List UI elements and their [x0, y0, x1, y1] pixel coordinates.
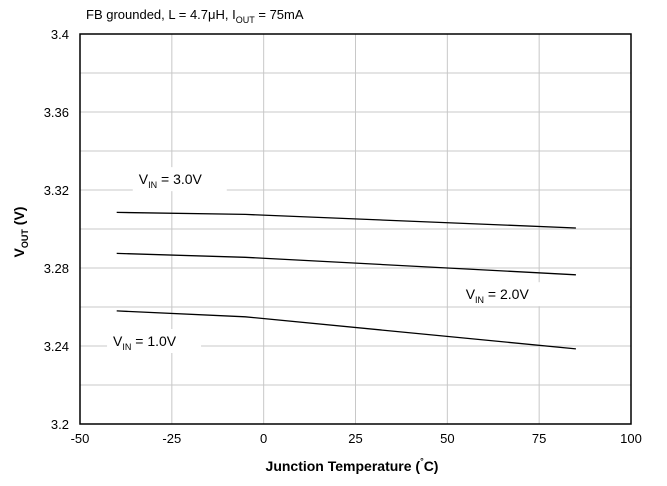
condition-note: FB grounded, L = 4.7μH, IOUT = 75mA — [86, 7, 304, 25]
series-line-3 — [116, 310, 576, 350]
x-tick-label: -25 — [162, 431, 181, 446]
y-tick-label: 3.28 — [44, 261, 69, 276]
x-tick-labels: -50 -25 0 25 50 75 100 — [71, 431, 642, 446]
x-tick-label: -50 — [71, 431, 90, 446]
y-tick-label: 3.32 — [44, 183, 69, 198]
series-label-background — [459, 282, 554, 307]
series-label-background — [132, 167, 227, 192]
series-label-2: VIN = 2.0V — [466, 286, 530, 305]
x-axis-title: Junction Temperature (°C) — [266, 456, 439, 474]
series-line-1 — [116, 211, 576, 229]
x-tick-label: 75 — [532, 431, 546, 446]
y-tick-label: 3.4 — [51, 27, 69, 42]
series-group — [116, 211, 576, 350]
series-label-1: VIN = 3.0V — [139, 171, 203, 190]
series-label-3: VIN = 1.0V — [113, 333, 177, 352]
y-tick-label: 3.24 — [44, 339, 69, 354]
x-tick-label: 100 — [620, 431, 642, 446]
y-axis-title: VOUT (V) — [11, 207, 30, 258]
series-line-2 — [116, 252, 576, 276]
y-tick-label: 3.36 — [44, 105, 69, 120]
x-tick-label: 50 — [440, 431, 454, 446]
plot-frame — [79, 33, 632, 425]
y-tick-label: 3.2 — [51, 417, 69, 432]
series-label-background — [107, 329, 202, 353]
x-tick-label: 25 — [348, 431, 362, 446]
y-tick-labels: 3.2 3.24 3.28 3.32 3.36 3.4 — [44, 27, 69, 432]
series-labels: VIN = 3.0V VIN = 2.0V VIN = 1.0V — [107, 167, 554, 353]
x-tick-label: 0 — [260, 431, 267, 446]
